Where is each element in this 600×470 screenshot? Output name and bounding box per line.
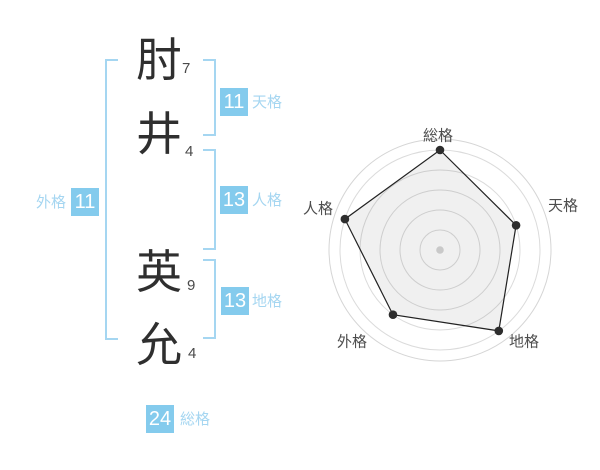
tenkaku-bracket [203,59,216,136]
tenkaku-label: 天格 [252,94,283,111]
name-character: 允 [136,319,182,371]
radar-axis-label-tenkaku: 天格 [547,197,579,215]
stroke-count: 9 [187,277,196,294]
gaikaku-value-badge: 11 [71,188,99,216]
jinkaku-value-badge: 13 [220,186,248,214]
radar-axis-label-gaikaku: 外格 [336,333,368,351]
chikaku-label: 地格 [252,293,283,310]
tenkaku-value-badge: 11 [220,88,248,116]
soukaku-value-badge: 24 [146,405,174,433]
stroke-count: 7 [182,60,191,77]
radar-axis-label-jinkaku: 人格 [302,200,334,218]
name-character: 肘 [136,34,182,86]
jinkaku-label: 人格 [252,192,283,209]
soukaku-label: 総格 [180,411,211,428]
jinkaku-bracket [203,149,216,250]
radar-axis-label-chikaku: 地格 [508,333,540,351]
name-character: 井 [136,108,182,160]
chikaku-bracket [203,259,216,339]
chikaku-value-badge: 13 [221,287,249,315]
name-character: 英 [136,246,182,298]
radar-axis-label-soukaku: 総格 [422,127,454,145]
stroke-count: 4 [188,345,197,362]
gaikaku-bracket [105,59,118,340]
radar-chart [328,138,552,362]
gaikaku-label: 外格 [36,194,67,211]
stroke-count: 4 [185,143,194,160]
